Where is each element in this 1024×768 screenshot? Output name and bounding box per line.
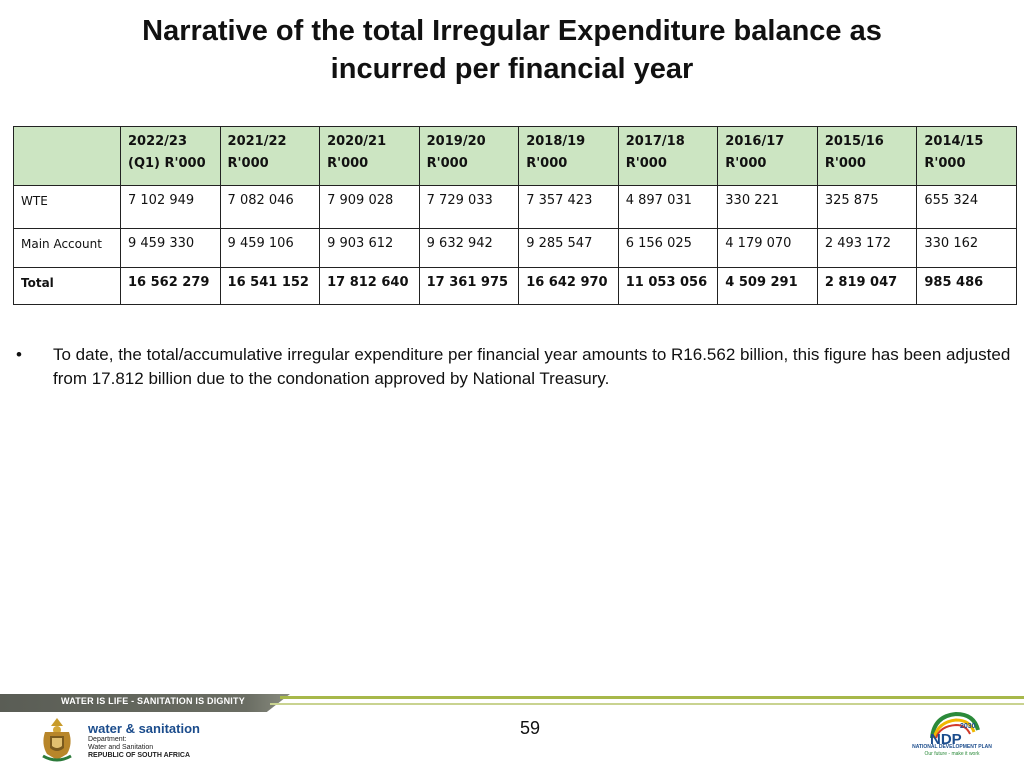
slide-title-line2: incurred per financial year — [330, 53, 694, 85]
footer-divider-line — [270, 703, 1024, 705]
bullet-point: • To date, the total/accumulative irregu… — [16, 343, 1016, 391]
header-cell: 2022/23 (Q1) R'000 — [120, 126, 221, 186]
department-line1: Department: — [88, 736, 127, 743]
slogan-text: WATER IS LIFE - SANITATION IS DIGNITY — [61, 696, 245, 706]
table-cell: 6 156 025 — [617, 228, 719, 268]
table-cell: 16 541 152 — [219, 267, 321, 305]
table-cell: 7 909 028 — [319, 185, 420, 229]
table-cell: 9 459 330 — [120, 228, 221, 268]
ndp-tagline: Our future - make it work — [924, 751, 980, 757]
table-cell: 7 357 423 — [518, 185, 619, 229]
header-cell: 2020/21 R'000 — [319, 126, 420, 186]
table-cell: 4 509 291 — [717, 267, 818, 305]
table-cell: 9 632 942 — [418, 228, 520, 268]
header-cell: 2014/15 R'000 — [916, 126, 1017, 186]
table-cell: 2 493 172 — [816, 228, 918, 268]
irregular-expenditure-table: 2022/23 (Q1) R'000 2021/22 R'000 2020/21 R'… — [13, 126, 1017, 305]
table-cell: 17 361 975 — [418, 267, 520, 305]
table-cell: 11 053 056 — [617, 267, 719, 305]
table-row-total: Total 16 562 279 16 541 152 17 812 640 1… — [13, 267, 1017, 305]
table-cell: 16 562 279 — [120, 267, 221, 305]
row-label: Main Account — [13, 228, 121, 268]
table-cell: 16 642 970 — [518, 267, 619, 305]
table-cell: 7 082 046 — [219, 185, 321, 229]
table-cell: 9 459 106 — [219, 228, 321, 268]
ndp-year: 2030 — [960, 723, 976, 730]
header-cell: 2019/20 R'000 — [418, 126, 520, 186]
table-cell: 330 221 — [717, 185, 818, 229]
table-row-wte: WTE 7 102 949 7 082 046 7 909 028 7 729 … — [13, 185, 1017, 229]
header-cell: 2017/18 R'000 — [617, 126, 719, 186]
table-header-row: 2022/23 (Q1) R'000 2021/22 R'000 2020/21 R'… — [13, 126, 1017, 186]
page-number: 59 — [520, 718, 541, 738]
slide-title: Narrative of the total Irregular Expendi… — [0, 12, 1024, 88]
header-cell: 2018/19 R'000 — [518, 126, 619, 186]
table-cell: 17 812 640 — [319, 267, 420, 305]
footer-divider-line — [280, 696, 1024, 699]
bullet-text: To date, the total/accumulative irregula… — [53, 345, 1011, 388]
header-cell: 2015/16 R'000 — [816, 126, 918, 186]
table-cell: 330 162 — [916, 228, 1017, 268]
table-cell: 9 285 547 — [518, 228, 619, 268]
slogan-banner — [0, 694, 290, 712]
row-label: Total — [13, 267, 121, 305]
department-line2: Water and Sanitation — [88, 744, 154, 751]
table-cell: 4 897 031 — [617, 185, 719, 229]
table-cell: 7 102 949 — [120, 185, 221, 229]
table-cell: 4 179 070 — [717, 228, 818, 268]
table-cell: 985 486 — [916, 267, 1017, 305]
table-cell: 9 903 612 — [319, 228, 420, 268]
table-cell: 325 875 — [816, 185, 918, 229]
header-cell: 2021/22 R'000 — [219, 126, 321, 186]
table-cell: 655 324 — [916, 185, 1017, 229]
ndp-logo: 2030 NDP — [930, 711, 980, 748]
department-name: water & sanitation — [88, 721, 200, 736]
department-line3: REPUBLIC OF SOUTH AFRICA — [88, 752, 191, 759]
table-cell: 7 729 033 — [418, 185, 520, 229]
department-label: water & sanitation Department: Water and… — [88, 722, 200, 760]
ndp-name: NATIONAL DEVELOPMENT PLAN — [912, 744, 992, 750]
slide-title-line1: Narrative of the total Irregular Expendi… — [142, 15, 882, 47]
footer-slogan-strip: WATER IS LIFE - SANITATION IS DIGNITY — [0, 694, 1024, 714]
table-row-main-account: Main Account 9 459 330 9 459 106 9 903 6… — [13, 228, 1017, 268]
table-cell: 2 819 047 — [816, 267, 918, 305]
ndp-abbreviation: NDP — [930, 731, 962, 748]
row-label: WTE — [13, 185, 121, 229]
header-corner-cell — [13, 126, 121, 186]
coat-of-arms-logo — [42, 718, 72, 762]
header-cell: 2016/17 R'000 — [717, 126, 818, 186]
bullet-icon: • — [16, 345, 22, 364]
